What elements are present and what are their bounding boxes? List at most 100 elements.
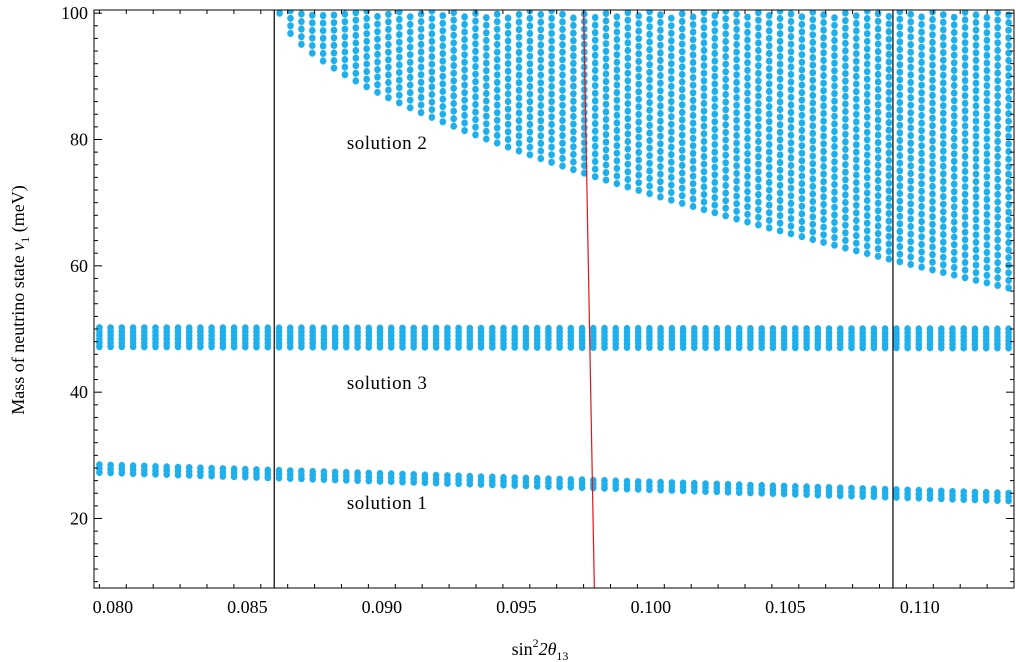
point-solution-2	[657, 56, 664, 64]
point-solution-2	[831, 150, 838, 158]
point-solution-2	[461, 43, 468, 51]
point-solution-2	[950, 203, 958, 211]
point-solution-2	[907, 185, 914, 193]
point-solution-2	[493, 139, 501, 147]
point-solution-2	[374, 66, 381, 74]
point-solution-2	[689, 104, 697, 112]
point-solution-2	[700, 69, 708, 77]
point-solution-2	[613, 164, 621, 172]
point-solution-2	[396, 84, 403, 92]
point-solution-2	[972, 132, 980, 140]
point-solution-1	[960, 488, 967, 496]
point-solution-2	[809, 38, 817, 47]
point-solution-2	[722, 128, 729, 136]
point-solution-2	[548, 151, 555, 159]
point-solution-2	[450, 10, 457, 17]
point-solution-2	[744, 180, 751, 188]
point-solution-3	[208, 324, 215, 332]
point-solution-2	[809, 46, 817, 54]
point-solution-2	[537, 41, 545, 49]
point-solution-2	[483, 127, 490, 135]
point-solution-2	[515, 94, 523, 102]
point-solution-1	[320, 468, 328, 476]
point-solution-2	[820, 200, 827, 208]
point-solution-2	[918, 149, 925, 157]
point-solution-2	[700, 122, 708, 130]
x-tick-label: 0.105	[765, 597, 806, 617]
point-solution-2	[874, 176, 882, 185]
point-solution-2	[776, 52, 784, 61]
point-solution-2	[820, 178, 827, 186]
point-solution-2	[635, 179, 642, 187]
point-solution-2	[298, 10, 305, 18]
point-solution-2	[831, 127, 838, 136]
point-solution-2	[755, 77, 762, 85]
point-solution-2	[559, 139, 566, 147]
point-solution-2	[559, 132, 566, 140]
point-solution-2	[722, 159, 729, 167]
point-solution-2	[646, 76, 653, 84]
point-solution-2	[646, 106, 653, 114]
point-solution-2	[907, 238, 914, 246]
point-solution-2	[787, 17, 795, 26]
point-solution-2	[1005, 34, 1012, 42]
point-solution-2	[668, 67, 675, 75]
point-solution-1	[724, 480, 732, 489]
point-solution-2	[657, 49, 664, 57]
point-solution-2	[842, 244, 849, 252]
point-solution-2	[537, 139, 545, 147]
point-solution-2	[417, 33, 425, 41]
point-solution-3	[410, 324, 418, 332]
point-solution-2	[896, 167, 904, 175]
point-solution-2	[863, 15, 871, 23]
point-solution-2	[831, 14, 838, 22]
point-solution-2	[874, 78, 882, 86]
point-solution-2	[885, 73, 893, 81]
point-solution-2	[341, 10, 349, 18]
point-solution-2	[548, 52, 555, 60]
point-solution-2	[613, 104, 621, 112]
point-solution-2	[678, 93, 686, 101]
point-solution-2	[515, 18, 523, 26]
point-solution-2	[352, 10, 360, 17]
point-solution-2	[798, 149, 806, 157]
point-solution-2	[515, 86, 523, 94]
point-solution-2	[1005, 163, 1012, 171]
point-solution-2	[493, 18, 501, 26]
point-solution-2	[983, 195, 991, 203]
point-solution-2	[1005, 49, 1012, 57]
point-solution-2	[668, 60, 675, 68]
point-solution-2	[929, 266, 936, 274]
point-solution-2	[950, 188, 958, 196]
point-solution-2	[646, 83, 653, 92]
point-solution-2	[613, 13, 621, 21]
point-solution-2	[678, 10, 686, 18]
point-solution-1	[747, 481, 754, 489]
point-solution-2	[700, 39, 708, 47]
point-solution-2	[853, 141, 860, 149]
point-solution-2	[635, 186, 642, 194]
point-solution-2	[744, 142, 751, 150]
point-solution-2	[961, 84, 969, 92]
point-solution-1	[769, 482, 777, 490]
point-solution-2	[461, 51, 468, 59]
point-solution-2	[537, 147, 545, 155]
point-solution-2	[787, 169, 795, 177]
point-solution-2	[287, 14, 294, 22]
point-solution-2	[950, 241, 958, 249]
point-solution-2	[678, 184, 686, 192]
point-solution-2	[591, 13, 599, 22]
point-solution-2	[950, 28, 958, 37]
point-solution-2	[559, 79, 566, 87]
point-solution-2	[548, 14, 555, 22]
point-solution-2	[700, 137, 708, 145]
point-solution-2	[972, 155, 980, 163]
point-solution-2	[537, 101, 545, 110]
point-solution-2	[689, 58, 697, 67]
point-solution-2	[972, 49, 980, 57]
point-solution-3	[455, 324, 462, 332]
point-solution-2	[972, 253, 980, 262]
point-solution-2	[559, 147, 566, 155]
point-solution-2	[602, 176, 610, 184]
point-solution-2	[820, 56, 827, 64]
